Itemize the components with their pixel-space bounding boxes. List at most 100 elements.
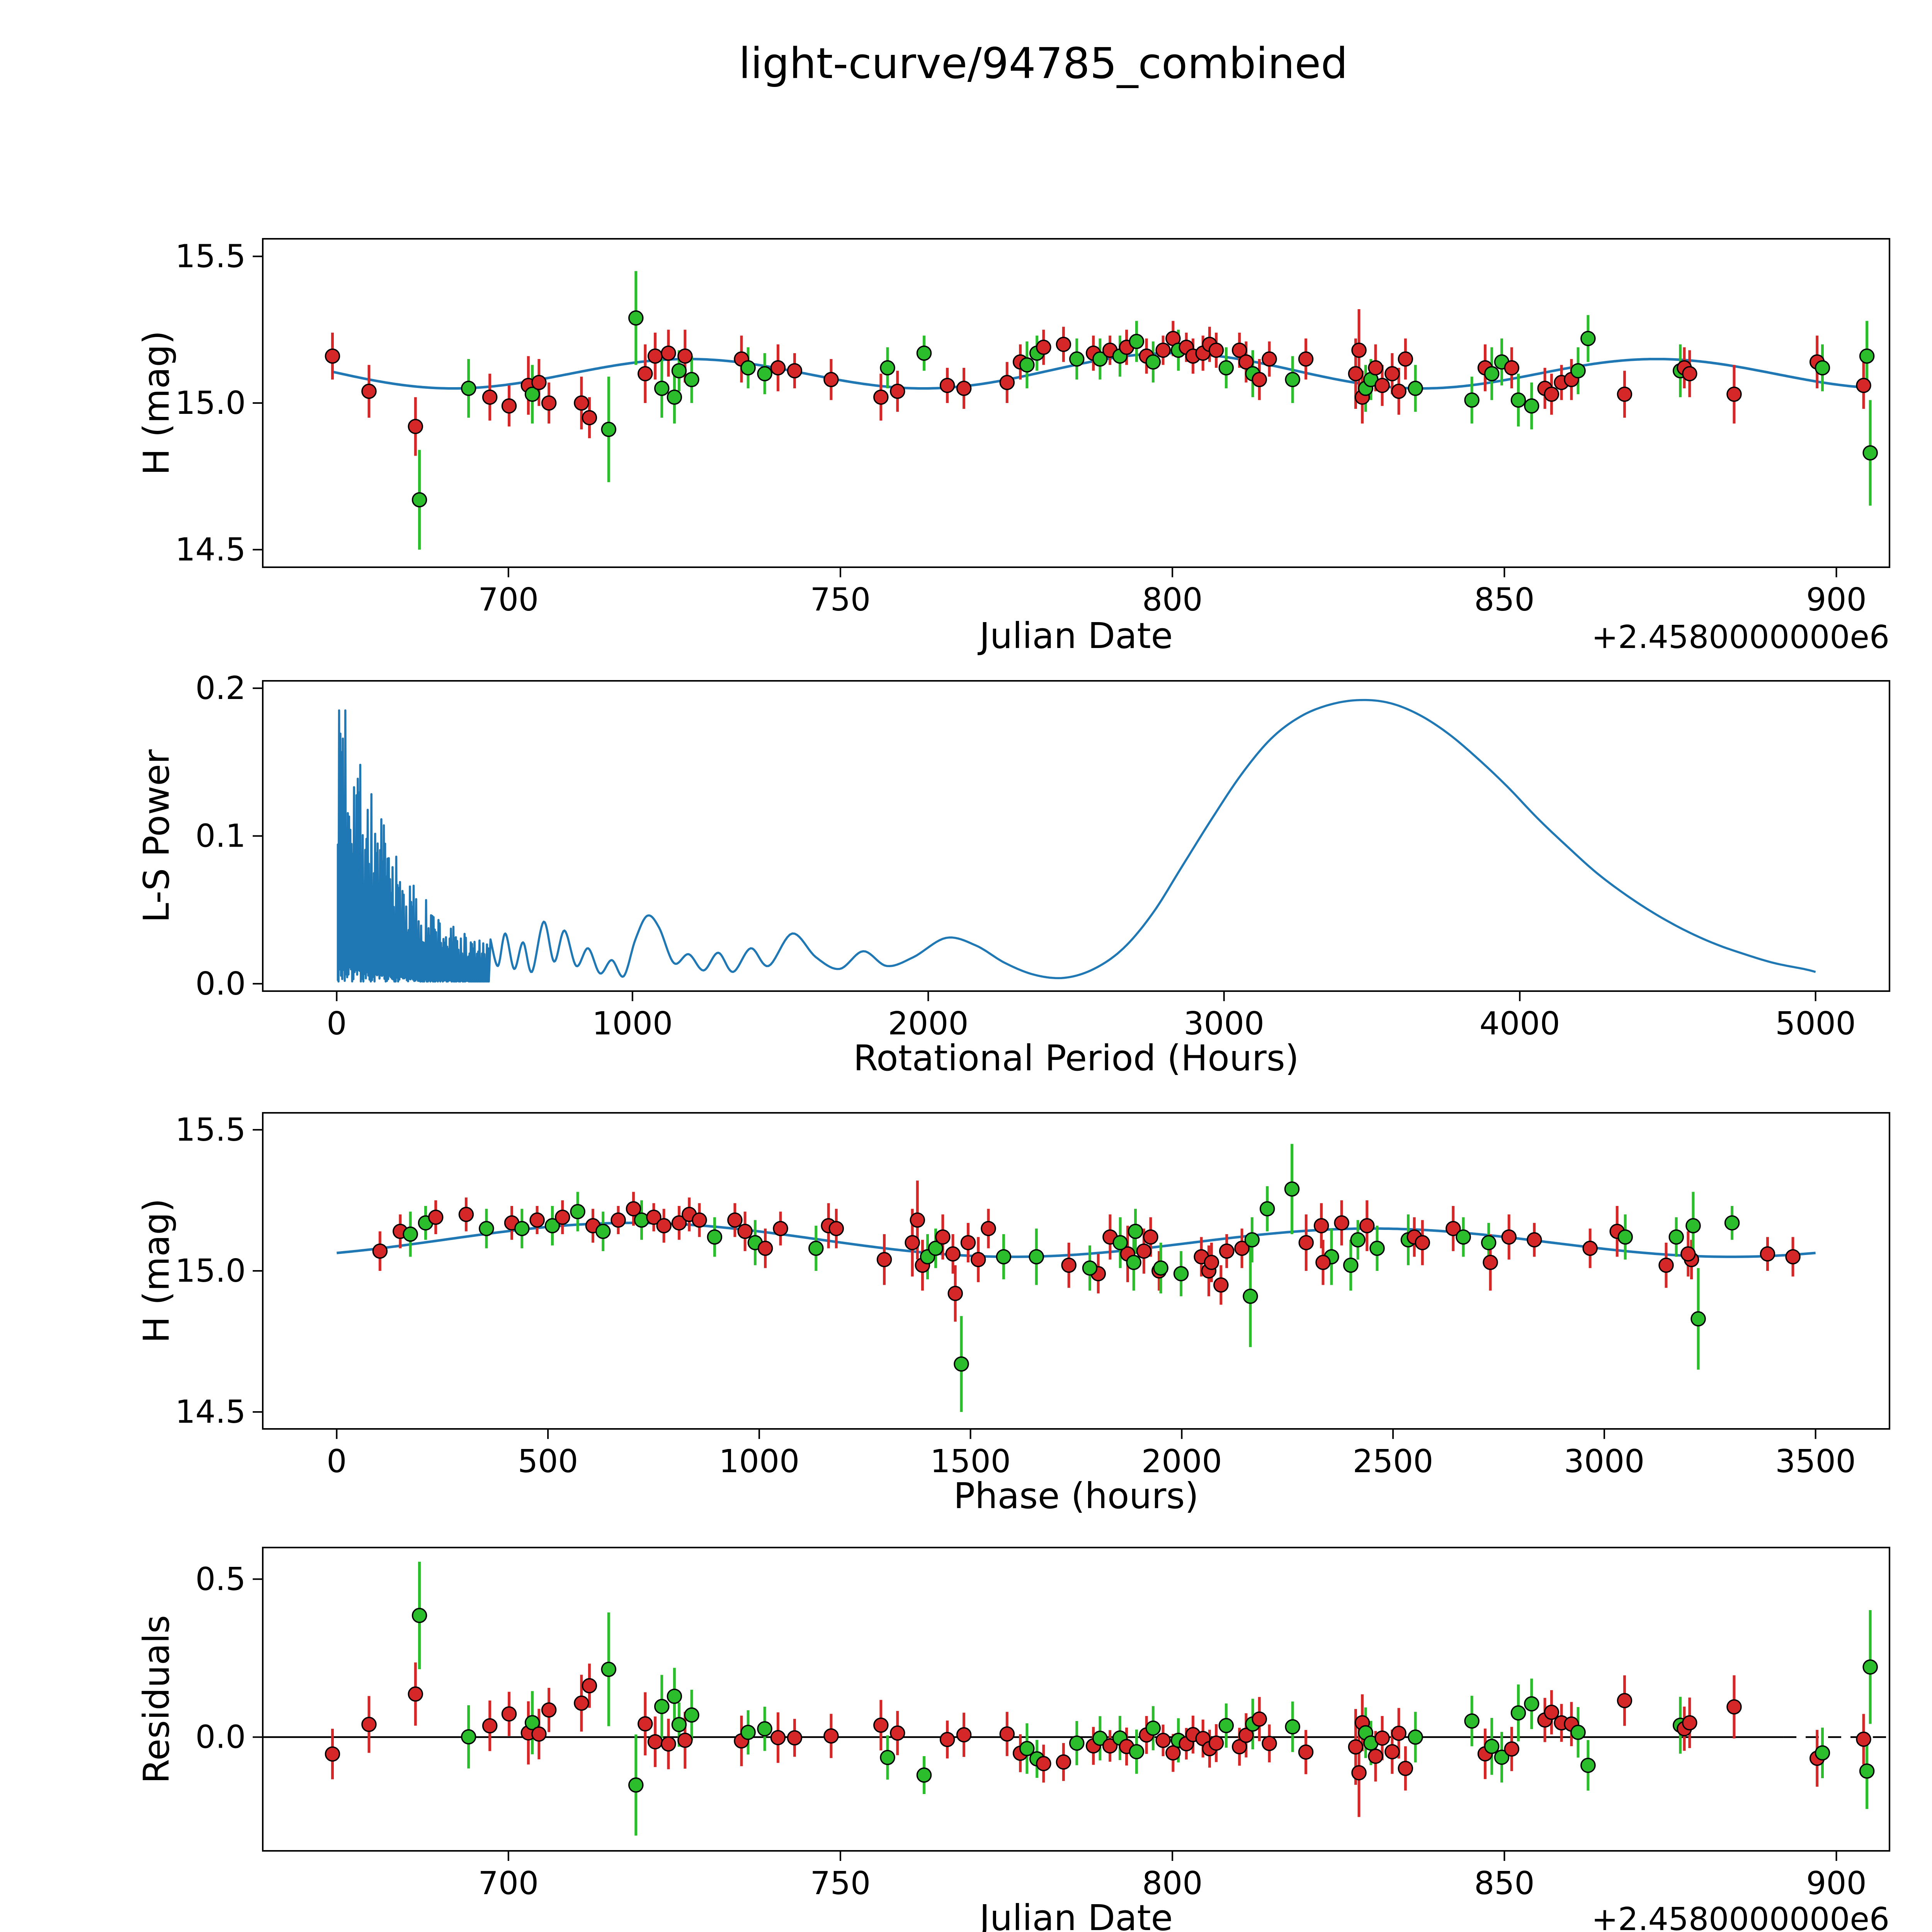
data-point: [531, 1726, 547, 1742]
data-point: [1145, 354, 1161, 370]
data-point: [1238, 1728, 1254, 1743]
data-point: [582, 410, 597, 425]
data-point: [595, 1224, 611, 1239]
y-tick-label: 15.0: [175, 1253, 246, 1289]
data-point: [1510, 1705, 1526, 1721]
data-point: [960, 1235, 976, 1250]
data-point: [890, 1725, 905, 1741]
data-point: [1153, 1260, 1168, 1276]
data-point: [954, 1356, 969, 1372]
data-point: [1165, 1745, 1181, 1761]
data-point: [677, 1733, 693, 1748]
x-tick-label: 0: [327, 1005, 347, 1042]
y-tick-label: 15.5: [175, 238, 246, 275]
fit-line: [337, 1221, 1816, 1258]
data-point: [325, 1746, 340, 1762]
data-point: [939, 378, 955, 393]
data-point: [1580, 1757, 1596, 1773]
data-point: [1069, 351, 1085, 367]
data-point: [873, 389, 889, 405]
data-point: [1244, 1232, 1260, 1248]
data-point: [646, 1209, 662, 1225]
data-point: [1685, 1218, 1701, 1233]
data-point: [1129, 1744, 1145, 1760]
data-point: [524, 386, 540, 402]
data-point: [1092, 351, 1108, 367]
x-tick-label: 1500: [930, 1443, 1011, 1480]
data-point: [461, 381, 476, 396]
data-point: [1343, 1257, 1359, 1273]
data-point: [890, 383, 905, 399]
data-point: [531, 375, 547, 390]
data-point: [1368, 360, 1383, 376]
data-point: [428, 1209, 444, 1225]
x-tick-label: 1000: [592, 1005, 673, 1042]
x-axis-label-julian-date-bottom: Julian Date: [979, 1897, 1173, 1932]
data-point: [1348, 1739, 1364, 1755]
data-point: [1617, 1693, 1633, 1708]
data-point: [1384, 366, 1400, 381]
data-points: [325, 1608, 1878, 1793]
data-point: [372, 1243, 388, 1259]
data-point: [757, 1240, 773, 1256]
data-points: [325, 310, 1878, 508]
plot-background: [263, 1548, 1889, 1851]
data-point: [1524, 1696, 1539, 1712]
data-point: [1501, 1229, 1517, 1245]
x-tick-label: 850: [1474, 1865, 1535, 1902]
data-point: [1061, 1257, 1077, 1273]
data-point: [1231, 1739, 1247, 1755]
data-point: [671, 1215, 687, 1231]
data-point: [325, 348, 340, 364]
data-point: [1019, 1741, 1035, 1757]
data-point: [1234, 1240, 1250, 1256]
data-point: [1398, 351, 1413, 367]
data-point: [458, 1207, 474, 1222]
data-point: [1859, 1763, 1875, 1779]
data-point: [684, 372, 699, 388]
data-point: [770, 1730, 786, 1745]
data-point: [677, 348, 693, 364]
data-point: [671, 1717, 687, 1732]
data-point: [770, 360, 786, 376]
data-point: [1208, 1735, 1224, 1751]
data-point: [1484, 366, 1500, 381]
data-point: [1682, 1715, 1697, 1731]
data-point: [828, 1221, 844, 1236]
data-point: [667, 389, 682, 405]
data-point: [1351, 1765, 1367, 1781]
y-axis-label-ls-power: L-S Power: [136, 749, 177, 923]
data-point: [935, 1229, 951, 1245]
data-point: [1464, 1713, 1480, 1729]
data-point: [873, 1717, 889, 1733]
data-point: [361, 1717, 377, 1732]
data-point: [671, 363, 687, 379]
data-point: [1082, 1260, 1098, 1276]
data-point: [757, 366, 772, 381]
data-point: [1368, 1748, 1383, 1764]
periodogram-curve: [337, 699, 1816, 983]
data-point: [1262, 1736, 1277, 1751]
data-point: [1726, 1699, 1742, 1715]
plot-background: [263, 1113, 1889, 1429]
data-point: [1238, 354, 1254, 370]
x-tick-label: 500: [518, 1443, 578, 1480]
figure-title: light-curve/94785_combined: [738, 39, 1348, 88]
data-point: [1351, 342, 1367, 358]
data-point: [638, 1716, 653, 1732]
data-point: [601, 1662, 617, 1677]
panel-residuals-vs-jd: 700 750 800 850 900 0.0 0.5: [196, 1547, 1890, 1902]
data-point: [482, 1718, 498, 1734]
data-point: [1056, 337, 1071, 352]
y-tick-label: 0.0: [196, 966, 246, 1002]
data-point: [928, 1240, 944, 1256]
panel-periodogram: 0 1000 2000 3000 4000 5000 0.0 0.1 0.2: [196, 670, 1890, 1042]
y-tick-label: 14.5: [175, 531, 246, 568]
x-tick-label: 800: [1142, 582, 1203, 618]
y-axis-label-residuals: Residuals: [136, 1615, 177, 1784]
data-point: [1128, 1224, 1143, 1239]
data-point: [1760, 1246, 1776, 1262]
data-point: [1859, 348, 1875, 364]
data-point: [808, 1240, 824, 1256]
data-point: [1219, 1243, 1235, 1259]
